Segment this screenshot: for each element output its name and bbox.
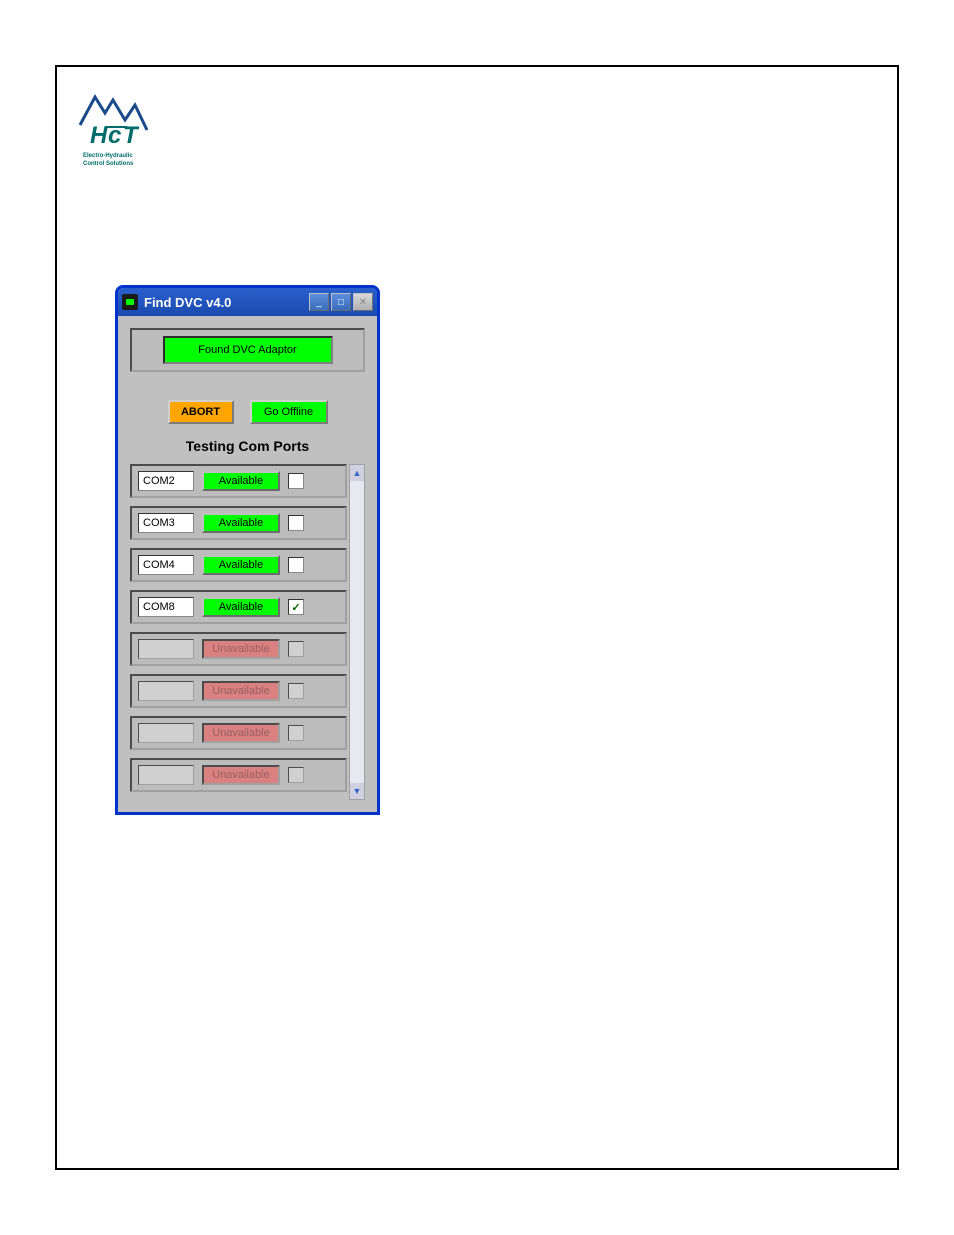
- app-icon: [122, 294, 138, 310]
- port-name-field[interactable]: COM8: [138, 597, 194, 617]
- port-row: Unavailable: [130, 758, 347, 792]
- port-status-badge: Unavailable: [202, 681, 280, 701]
- port-row: COM2 Available: [130, 464, 347, 498]
- port-name-field: [138, 681, 194, 701]
- scroll-down-icon[interactable]: ▼: [350, 783, 364, 799]
- port-checkbox[interactable]: ✓: [288, 599, 304, 615]
- port-status-badge: Available: [202, 555, 280, 575]
- maximize-button[interactable]: □: [331, 293, 351, 311]
- port-checkbox: [288, 641, 304, 657]
- status-panel: Found DVC Adaptor: [130, 328, 365, 372]
- port-row: COM4 Available: [130, 548, 347, 582]
- section-label: Testing Com Ports: [130, 438, 365, 454]
- port-status-badge: Available: [202, 471, 280, 491]
- port-row: COM8 Available ✓: [130, 590, 347, 624]
- window-body: Found DVC Adaptor ABORT Go Offline Testi…: [118, 316, 377, 812]
- port-checkbox: [288, 683, 304, 699]
- status-text: Found DVC Adaptor: [163, 336, 333, 364]
- port-name-field[interactable]: COM2: [138, 471, 194, 491]
- port-checkbox: [288, 725, 304, 741]
- port-name-field: [138, 765, 194, 785]
- port-name-field: [138, 723, 194, 743]
- window-title: Find DVC v4.0: [144, 295, 303, 310]
- scroll-up-icon[interactable]: ▲: [350, 465, 364, 481]
- port-checkbox[interactable]: [288, 515, 304, 531]
- port-name-field[interactable]: COM4: [138, 555, 194, 575]
- port-row: COM3 Available: [130, 506, 347, 540]
- minimize-button[interactable]: _: [309, 293, 329, 311]
- port-status-badge: Unavailable: [202, 765, 280, 785]
- abort-button[interactable]: ABORT: [168, 400, 234, 424]
- port-list: COM2AvailableCOM3AvailableCOM4AvailableC…: [130, 464, 347, 800]
- port-status-badge: Unavailable: [202, 639, 280, 659]
- port-checkbox[interactable]: [288, 557, 304, 573]
- port-status-badge: Unavailable: [202, 723, 280, 743]
- port-row: Unavailable: [130, 716, 347, 750]
- company-logo: H c T Electro-Hydraulic Control Solution…: [75, 85, 155, 175]
- scrollbar[interactable]: ▲ ▼: [349, 464, 365, 800]
- titlebar[interactable]: Find DVC v4.0 _ □ ✕: [118, 288, 377, 316]
- port-name-field: [138, 639, 194, 659]
- close-button[interactable]: ✕: [353, 293, 373, 311]
- port-row: Unavailable: [130, 674, 347, 708]
- port-row: Unavailable: [130, 632, 347, 666]
- titlebar-buttons: _ □ ✕: [309, 293, 373, 311]
- port-name-field[interactable]: COM3: [138, 513, 194, 533]
- logo-tagline-1: Electro-Hydraulic: [83, 153, 133, 159]
- button-row: ABORT Go Offline: [130, 400, 365, 424]
- logo-tagline-2: Control Solutions: [83, 161, 134, 167]
- find-dvc-window: Find DVC v4.0 _ □ ✕ Found DVC Adaptor AB…: [115, 285, 380, 815]
- port-checkbox: [288, 767, 304, 783]
- port-status-badge: Available: [202, 597, 280, 617]
- port-status-badge: Available: [202, 513, 280, 533]
- go-offline-button[interactable]: Go Offline: [250, 400, 328, 424]
- port-list-container: COM2AvailableCOM3AvailableCOM4AvailableC…: [130, 464, 365, 800]
- port-checkbox[interactable]: [288, 473, 304, 489]
